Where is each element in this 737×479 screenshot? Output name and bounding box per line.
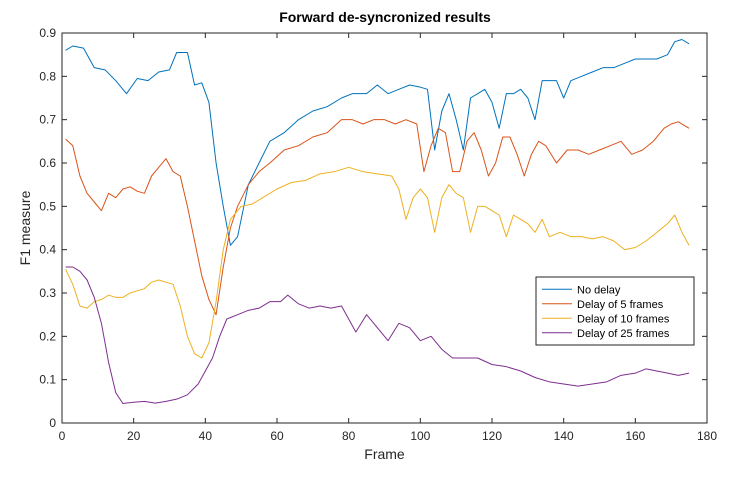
x-tick-label: 120 [482, 429, 502, 443]
y-axis-label: F1 measure [17, 190, 33, 265]
y-tick-label: 0.2 [39, 329, 56, 343]
x-axis-label: Frame [364, 446, 405, 462]
x-tick-label: 60 [270, 429, 284, 443]
legend-entry: Delay of 10 frames [577, 313, 670, 325]
series-line-4 [65, 266, 690, 404]
x-tick-label: 160 [625, 429, 645, 443]
y-tick-label: 0.7 [39, 113, 56, 127]
y-tick-label: 0.5 [39, 199, 56, 213]
legend-entry: Delay of 5 frames [577, 299, 664, 311]
x-tick-label: 140 [554, 429, 574, 443]
series-line-3 [65, 166, 690, 359]
x-tick-label: 40 [199, 429, 213, 443]
y-tick-label: 0.9 [39, 26, 56, 40]
legend-entry: No delay [577, 284, 621, 296]
x-tick-label: 180 [697, 429, 717, 443]
axis-ticks: 0 20 40 60 80 100 120 140 160 180 0 0.1 0.2 0.3 0.4 0.5… [39, 26, 717, 443]
y-tick-label: 0.8 [39, 69, 56, 83]
legend-entry: Delay of 25 frames [577, 328, 670, 340]
legend: No delay Delay of 5 frames Delay of 10 fra… [535, 276, 695, 346]
series-lines [65, 39, 690, 404]
y-tick-label: 0.1 [39, 373, 56, 387]
x-tick-label: 0 [59, 429, 66, 443]
series-line-1 [65, 39, 690, 246]
y-tick-label: 0.3 [39, 286, 56, 300]
y-tick-label: 0.4 [39, 243, 56, 257]
series-line-2 [65, 119, 690, 316]
x-tick-label: 100 [410, 429, 430, 443]
x-tick-label: 80 [342, 429, 356, 443]
chart-title: Forward de-syncronized results [279, 9, 491, 25]
x-tick-label: 20 [127, 429, 141, 443]
legend-box [535, 276, 695, 346]
y-tick-label: 0.6 [39, 156, 56, 170]
y-tick-label: 0 [49, 416, 56, 430]
plot-area [61, 32, 708, 424]
